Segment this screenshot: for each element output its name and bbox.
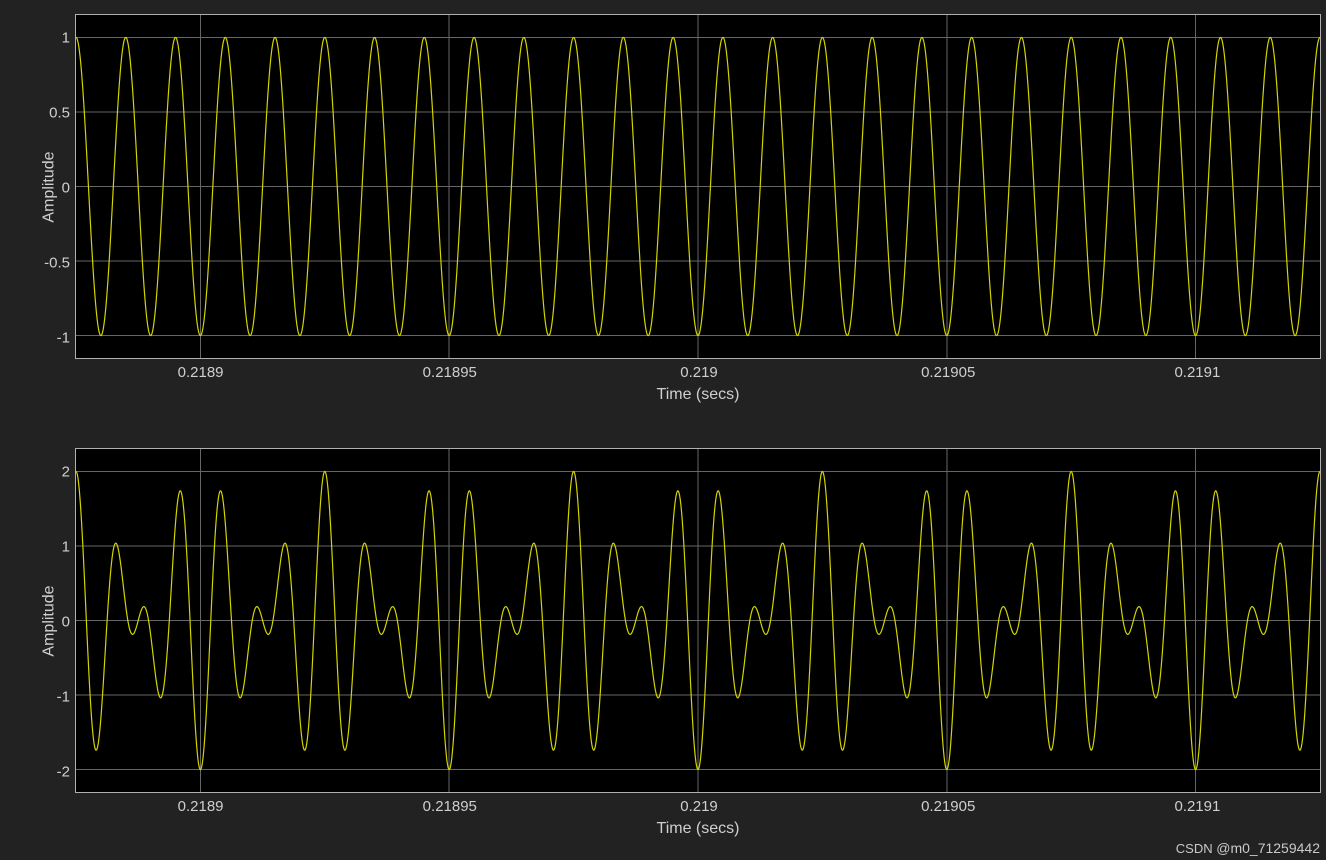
xtick-label: 0.21895 — [423, 798, 477, 815]
ytick-label: -1 — [57, 688, 70, 705]
top-chart-axes: Amplitude Time (secs) -1-0.500.510.21890… — [75, 14, 1321, 359]
ytick-label: -0.5 — [44, 254, 70, 271]
top-chart-svg — [76, 15, 1320, 358]
xtick-label: 0.21905 — [921, 798, 975, 815]
xtick-label: 0.2191 — [1174, 364, 1220, 381]
ytick-label: 0 — [62, 613, 70, 630]
ytick-label: -1 — [57, 329, 70, 346]
bottom-chart-axes: Amplitude Time (secs) -2-10120.21890.218… — [75, 448, 1321, 793]
ytick-label: 1 — [62, 538, 70, 555]
bottom-chart-ylabel: Amplitude — [41, 585, 59, 656]
ytick-label: 0.5 — [49, 104, 70, 121]
figure: Amplitude Time (secs) -1 -0.5 0 0.5 1 0.2189 0… — [0, 0, 1326, 860]
watermark-prefix: CSDN — [1176, 841, 1216, 856]
xtick-label: 0.21905 — [921, 364, 975, 381]
ytick-label: -2 — [57, 763, 70, 780]
xtick-label: 0.21895 — [423, 364, 477, 381]
watermark-handle: @m0_71259442 — [1216, 840, 1320, 856]
top-chart-xlabel: Time (secs) — [657, 386, 740, 404]
watermark: CSDN @m0_71259442 — [1176, 840, 1320, 856]
bottom-chart-xlabel: Time (secs) — [657, 820, 740, 838]
xtick-label: 0.2189 — [178, 364, 224, 381]
ytick-label: 1 — [62, 29, 70, 46]
ytick-label: 0 — [62, 179, 70, 196]
bottom-chart-svg — [76, 449, 1320, 792]
xtick-label: 0.219 — [680, 364, 718, 381]
xtick-label: 0.2189 — [178, 798, 224, 815]
top-chart-ylabel: Amplitude — [41, 151, 59, 222]
xtick-label: 0.219 — [680, 798, 718, 815]
ytick-label: 2 — [62, 463, 70, 480]
xtick-label: 0.2191 — [1174, 798, 1220, 815]
